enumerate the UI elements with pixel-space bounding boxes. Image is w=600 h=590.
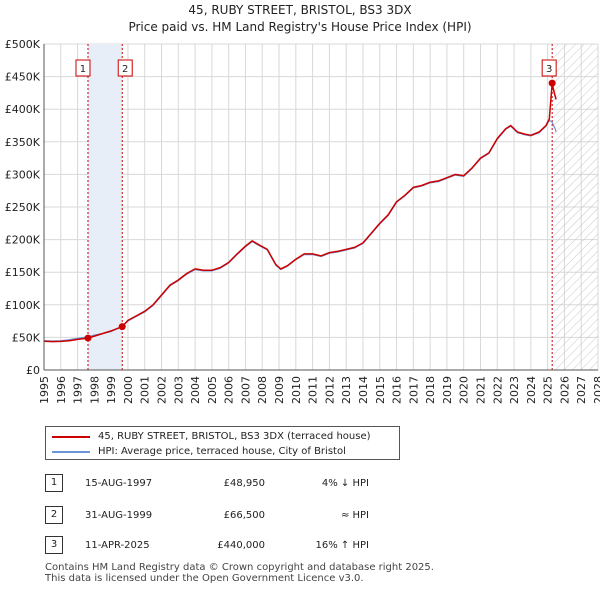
x-tick-label: 2023 [508, 376, 521, 404]
footer-copyright: Contains HM Land Registry data © Crown c… [45, 562, 434, 573]
x-tick-label: 1998 [88, 376, 101, 404]
x-tick-label: 2024 [525, 376, 538, 404]
x-tick-label: 2028 [592, 376, 600, 404]
x-tick-label: 2002 [156, 376, 169, 404]
x-tick-label: 1997 [72, 376, 85, 404]
sale-point-marker [548, 79, 556, 87]
transaction-date: 31-AUG-1999 [85, 510, 153, 521]
x-tick-label: 2015 [374, 376, 387, 404]
y-tick-label: £350K [5, 136, 41, 149]
legend-swatch-property [52, 436, 90, 438]
x-tick-label: 2000 [122, 376, 135, 404]
legend-label-property: 45, RUBY STREET, BRISTOL, BS3 3DX (terra… [98, 431, 371, 442]
x-tick-label: 2018 [424, 376, 437, 404]
transaction-price: £48,950 [223, 478, 265, 489]
transaction-date: 15-AUG-1997 [85, 478, 153, 489]
transaction-number-badge: 1 [45, 474, 63, 492]
x-tick-label: 2003 [172, 376, 185, 404]
transaction-hpi-comparison: ≈ HPI [340, 510, 369, 521]
x-tick-label: 2026 [558, 376, 571, 404]
sale-label-number: 2 [122, 64, 128, 75]
footer-licence: This data is licensed under the Open Gov… [45, 573, 364, 584]
transaction-hpi-comparison: 4% ↓ HPI [321, 478, 369, 489]
x-tick-label: 2020 [458, 376, 471, 404]
sale-label-box [117, 59, 133, 77]
y-tick-label: £250K [5, 201, 41, 214]
y-tick-label: £0 [26, 364, 40, 377]
y-tick-label: £300K [5, 168, 41, 181]
transaction-price: £66,500 [223, 510, 265, 521]
transaction-date: 11-APR-2025 [85, 540, 150, 551]
y-tick-label: £450K [5, 71, 41, 84]
x-tick-label: 2014 [357, 376, 370, 404]
future-hatch-area [552, 44, 598, 370]
x-tick-label: 2021 [475, 376, 488, 404]
sale-label-box [541, 59, 557, 77]
transaction-number-badge: 3 [45, 536, 63, 554]
y-tick-label: £150K [5, 266, 41, 279]
y-tick-label: £50K [12, 331, 41, 344]
x-tick-label: 1995 [38, 376, 51, 404]
x-tick-label: 2001 [139, 376, 152, 404]
x-tick-label: 1999 [105, 376, 118, 404]
y-tick-label: £200K [5, 234, 41, 247]
x-tick-label: 2006 [223, 376, 236, 404]
chart-legend: 45, RUBY STREET, BRISTOL, BS3 3DX (terra… [45, 426, 400, 460]
x-tick-label: 2019 [441, 376, 454, 404]
x-tick-label: 2013 [340, 376, 353, 404]
x-tick-label: 2005 [206, 376, 219, 404]
x-tick-label: 2010 [290, 376, 303, 404]
x-tick-label: 2007 [240, 376, 253, 404]
x-tick-label: 2016 [391, 376, 404, 404]
x-tick-label: 2012 [323, 376, 336, 404]
x-tick-label: 2004 [189, 376, 202, 404]
sale-label-box [75, 59, 91, 77]
chart-subtitle: Price paid vs. HM Land Registry's House … [128, 20, 472, 34]
sale-point-marker [118, 323, 126, 331]
x-tick-label: 2017 [407, 376, 420, 404]
sale-period-band [87, 44, 123, 370]
sale-label-number: 3 [546, 64, 552, 75]
x-tick-label: 2011 [307, 376, 320, 404]
sale-point-marker [84, 334, 92, 342]
transaction-hpi-comparison: 16% ↑ HPI [315, 540, 369, 551]
legend-label-hpi: HPI: Average price, terraced house, City… [98, 446, 346, 457]
x-tick-label: 2009 [273, 376, 286, 404]
transaction-number-badge: 2 [45, 506, 63, 524]
sale-label-number: 1 [80, 64, 86, 75]
x-tick-label: 2025 [542, 376, 555, 404]
price-chart: 1 2 3 £0 £50K £100K £150K £200K £250K £300K £350K… [5, 38, 600, 404]
property-series-line [44, 82, 557, 343]
chart-title: 45, RUBY STREET, BRISTOL, BS3 3DX [188, 3, 412, 17]
legend-swatch-hpi [52, 451, 90, 453]
y-tick-label: £500K [5, 38, 41, 51]
transaction-price: £440,000 [217, 540, 265, 551]
x-tick-label: 2027 [575, 376, 588, 404]
x-tick-label: 2022 [491, 376, 504, 404]
x-tick-label: 2008 [256, 376, 269, 404]
y-tick-label: £400K [5, 103, 41, 116]
y-tick-label: £100K [5, 299, 41, 312]
x-tick-label: 1996 [55, 376, 68, 404]
